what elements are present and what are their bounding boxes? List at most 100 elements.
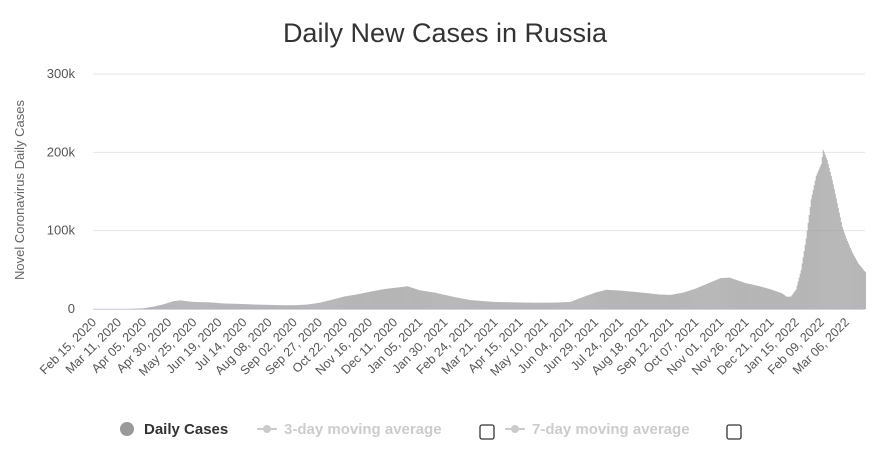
bar xyxy=(721,278,723,309)
bar xyxy=(441,294,443,309)
bar xyxy=(693,289,695,309)
bar xyxy=(214,302,216,309)
bar xyxy=(834,193,836,309)
bar xyxy=(654,293,655,309)
bar xyxy=(489,301,491,309)
bar xyxy=(821,157,823,309)
legend-item-7-day-average[interactable]: 7-day moving average xyxy=(505,421,690,438)
bar xyxy=(319,302,321,309)
bar xyxy=(610,290,611,309)
bar xyxy=(862,269,864,309)
legend-item-3-day-average[interactable]: 3-day moving average xyxy=(257,421,442,438)
bar xyxy=(327,300,329,309)
bar xyxy=(374,290,375,309)
bar xyxy=(277,305,279,309)
bar xyxy=(695,288,697,309)
bar xyxy=(656,294,657,309)
bar xyxy=(727,277,729,309)
bar xyxy=(629,291,630,309)
bar xyxy=(490,301,492,309)
bar xyxy=(758,286,760,309)
legend-checkbox-7-day[interactable] xyxy=(726,424,742,440)
bar xyxy=(709,282,711,309)
bar xyxy=(493,301,495,309)
bar xyxy=(714,280,716,309)
bar xyxy=(300,304,302,309)
bar xyxy=(510,302,512,309)
bar xyxy=(677,293,678,309)
bar xyxy=(628,291,629,309)
bar xyxy=(209,302,211,309)
bar xyxy=(410,287,411,309)
bar xyxy=(738,280,740,309)
bar xyxy=(369,291,370,309)
bar xyxy=(407,286,408,309)
bar xyxy=(618,290,619,309)
bar xyxy=(164,303,165,309)
bar xyxy=(155,306,156,309)
legend-label: 7-day moving average xyxy=(532,421,690,438)
bar xyxy=(523,302,525,309)
bar xyxy=(597,291,599,309)
legend-item-daily-cases[interactable]: Daily Cases xyxy=(120,421,228,438)
bar xyxy=(174,301,176,309)
bar xyxy=(602,290,604,309)
bar xyxy=(192,301,194,309)
bar xyxy=(205,302,207,309)
bar xyxy=(295,305,297,309)
bar xyxy=(265,304,267,309)
bar xyxy=(406,286,407,309)
bar xyxy=(637,292,638,309)
legend-checkbox-3-day[interactable] xyxy=(479,424,495,440)
bar xyxy=(423,290,424,309)
bar xyxy=(252,304,254,309)
bar xyxy=(764,287,766,309)
bar xyxy=(722,277,724,309)
bar xyxy=(644,292,645,309)
bar xyxy=(301,304,303,309)
bar xyxy=(322,301,324,309)
bar xyxy=(460,298,462,309)
bar xyxy=(229,303,231,309)
bar xyxy=(380,289,381,309)
bar xyxy=(627,291,628,309)
bar xyxy=(482,301,484,309)
bar xyxy=(568,301,570,309)
bar xyxy=(221,303,223,309)
bar xyxy=(312,303,314,309)
bar xyxy=(501,302,503,309)
bar xyxy=(855,259,857,309)
bar xyxy=(275,305,277,309)
bar xyxy=(563,302,565,309)
bar xyxy=(580,297,582,309)
bar xyxy=(495,301,497,309)
bar xyxy=(564,302,566,309)
bar xyxy=(762,287,764,309)
bar xyxy=(367,292,368,309)
bar xyxy=(420,290,421,309)
bar xyxy=(181,300,183,309)
bar xyxy=(191,301,193,309)
bar xyxy=(467,299,469,309)
bar xyxy=(633,291,634,309)
bar xyxy=(502,302,504,309)
bar xyxy=(289,305,291,309)
bar xyxy=(550,302,552,309)
bar xyxy=(198,302,200,309)
bar xyxy=(145,307,146,309)
bar xyxy=(254,304,256,309)
bar xyxy=(829,171,831,309)
bar xyxy=(405,286,406,309)
bar xyxy=(298,304,300,309)
bar xyxy=(682,292,684,309)
bar xyxy=(368,291,369,309)
bar xyxy=(445,295,447,309)
bar xyxy=(320,302,322,309)
bar xyxy=(827,164,829,309)
bar xyxy=(316,303,318,309)
bar xyxy=(704,284,706,309)
bar xyxy=(230,303,232,309)
bar xyxy=(162,304,163,309)
bar xyxy=(554,302,556,309)
bar xyxy=(725,277,727,309)
